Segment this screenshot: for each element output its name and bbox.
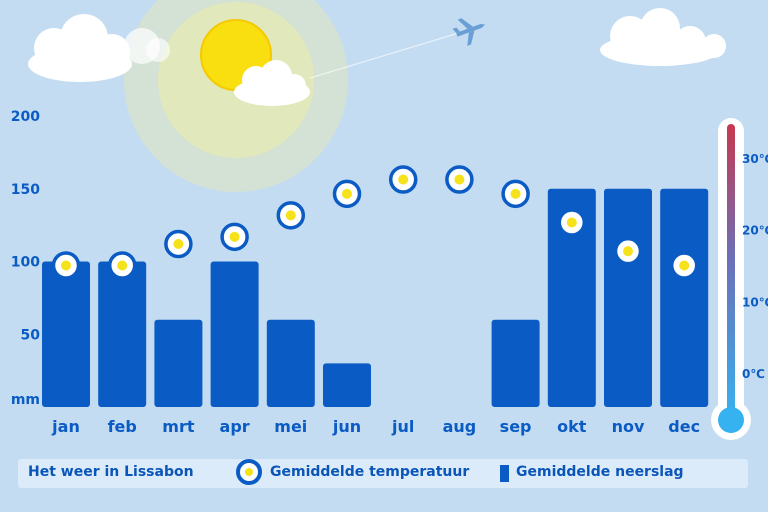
bar-jan <box>42 261 90 407</box>
bar-feb <box>98 261 147 407</box>
y-tick-label: 50 <box>21 327 41 343</box>
y-tick-label: 100 <box>11 255 40 271</box>
decorations <box>28 0 726 192</box>
contrail-line <box>309 31 463 79</box>
legend-temperature-icon <box>236 459 262 485</box>
temp-marker-jun <box>332 179 362 209</box>
right-axis: 0℃ 10℃ 20℃ 30℃ <box>742 152 768 381</box>
legend: Het weer in Lissabon Gemiddelde temperat… <box>18 459 748 488</box>
temp-marker-mrt <box>164 229 193 259</box>
temperature-markers <box>51 165 699 280</box>
temp-marker-dec <box>669 251 699 280</box>
x-tick-label: mrt <box>162 417 195 436</box>
legend-precipitation-label: Gemiddelde neerslag <box>516 464 684 480</box>
y-axis-unit: mm <box>11 392 40 408</box>
bar-apr <box>210 261 259 407</box>
temp-marker-aug <box>445 165 474 194</box>
thermometer-bulb <box>718 407 744 433</box>
x-tick-label: aug <box>443 417 477 436</box>
cloud-icon <box>234 60 310 106</box>
bar-okt <box>547 188 596 407</box>
x-axis-labels: jan feb mrt apr mei jun jul aug sep okt nov dec <box>51 417 700 436</box>
thermometer-mercury <box>727 124 735 420</box>
bar-mei <box>266 319 315 407</box>
bar-sep <box>491 319 540 407</box>
temp-marker-nov <box>613 236 643 266</box>
x-tick-label: mei <box>274 417 307 436</box>
bar-dec <box>660 188 709 407</box>
x-tick-label: apr <box>220 417 250 436</box>
right-tick-label: 20℃ <box>742 224 768 238</box>
x-tick-label: sep <box>500 417 532 436</box>
temp-marker-okt <box>557 208 587 237</box>
x-tick-label: jun <box>332 417 361 436</box>
bar-jun <box>323 363 371 407</box>
right-tick-label: 0℃ <box>742 367 765 381</box>
legend-precipitation-icon <box>500 465 509 482</box>
right-tick-label: 10℃ <box>742 295 768 309</box>
temp-marker-sep <box>501 179 530 209</box>
y-tick-label: 200 <box>11 109 40 125</box>
left-axis: 50 100 150 200 mm <box>11 109 40 408</box>
temp-marker-mei <box>276 201 306 230</box>
thermometer-icon <box>711 118 751 440</box>
x-tick-label: jul <box>391 417 414 436</box>
temp-marker-apr <box>220 222 249 252</box>
temp-marker-jul <box>388 165 418 194</box>
temp-marker-feb <box>107 251 137 280</box>
bar-nov <box>604 188 652 407</box>
cloud-icon <box>600 8 726 66</box>
x-tick-label: dec <box>668 417 700 436</box>
cloud-icon <box>28 14 170 82</box>
x-tick-label: jan <box>51 417 80 436</box>
airplane-icon <box>452 18 486 46</box>
x-tick-label: feb <box>108 417 137 436</box>
x-tick-label: okt <box>557 417 587 436</box>
x-tick-label: nov <box>612 417 645 436</box>
y-tick-label: 150 <box>11 182 40 198</box>
legend-temperature-label: Gemiddelde temperatuur <box>270 464 470 480</box>
bar-mrt <box>154 319 203 407</box>
temp-marker-jan <box>51 251 81 280</box>
right-tick-label: 30℃ <box>742 152 768 166</box>
legend-title: Het weer in Lissabon <box>28 464 194 480</box>
bars <box>42 188 709 407</box>
